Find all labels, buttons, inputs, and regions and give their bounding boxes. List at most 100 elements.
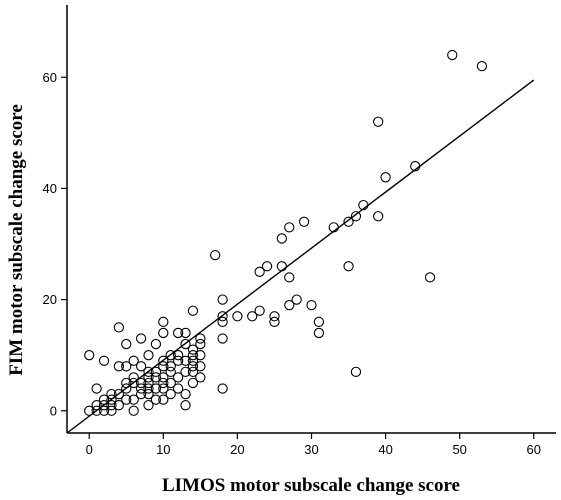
data-point: [172, 355, 184, 366]
x-tick-label: 0: [86, 442, 93, 457]
data-point: [195, 338, 206, 350]
data-point: [143, 366, 154, 378]
data-point: [135, 388, 147, 400]
data-points: [84, 49, 488, 416]
data-point: [269, 316, 280, 327]
data-point: [172, 383, 184, 394]
y-axis-title: FIM motor subscale change score: [6, 104, 27, 376]
y-tick-label: 0: [50, 403, 57, 418]
data-point: [128, 355, 139, 366]
data-point: [128, 394, 139, 405]
data-point: [172, 372, 184, 383]
data-point: [135, 333, 147, 344]
data-point: [165, 350, 176, 361]
data-point: [217, 333, 228, 344]
data-point: [165, 388, 176, 400]
data-point: [98, 355, 110, 366]
data-point: [91, 383, 102, 394]
data-point: [180, 338, 191, 350]
data-point: [172, 327, 184, 339]
data-point: [158, 377, 169, 389]
data-point: [187, 344, 199, 355]
data-point: [373, 211, 384, 222]
data-point: [276, 233, 288, 244]
y-tick-label: 60: [43, 70, 57, 85]
data-point: [195, 361, 206, 372]
data-point: [180, 388, 191, 400]
data-point: [313, 327, 325, 339]
data-point: [158, 355, 169, 366]
x-tick-label: 20: [230, 442, 244, 457]
data-point: [298, 216, 310, 227]
data-point: [98, 405, 110, 416]
x-tick-label: 30: [304, 442, 318, 457]
data-point: [98, 400, 110, 411]
data-point: [158, 372, 169, 383]
data-point: [113, 400, 125, 411]
data-point: [187, 377, 199, 389]
data-point: [135, 361, 147, 372]
data-point: [217, 311, 228, 322]
regression-line: [66, 79, 535, 434]
x-tick-label: 60: [527, 442, 541, 457]
data-point: [150, 394, 162, 405]
data-point: [187, 361, 199, 372]
data-point: [343, 261, 354, 272]
data-point: [424, 272, 436, 283]
data-point: [313, 316, 325, 327]
data-point: [165, 377, 176, 389]
data-point: [373, 116, 384, 127]
data-point: [150, 338, 162, 350]
data-point: [135, 377, 147, 389]
data-point: [113, 361, 125, 372]
data-point: [143, 400, 154, 411]
data-point: [180, 327, 191, 339]
data-point: [158, 383, 169, 394]
x-tick-label: 10: [156, 442, 170, 457]
data-point: [128, 405, 139, 416]
plot-area: 0 10 20 30 40 50 60 0 20 40 60: [43, 5, 556, 457]
data-point: [106, 405, 117, 416]
data-point: [187, 355, 199, 366]
x-tick-label: 50: [452, 442, 466, 457]
data-point: [143, 377, 154, 389]
data-point: [276, 261, 288, 272]
data-point: [187, 350, 199, 361]
data-point: [306, 300, 317, 311]
data-point: [180, 400, 191, 411]
data-point: [158, 361, 169, 372]
data-point: [232, 311, 243, 322]
data-point: [143, 372, 154, 383]
data-point: [158, 327, 169, 339]
data-point: [180, 355, 191, 366]
data-point: [128, 377, 139, 389]
data-point: [350, 366, 362, 378]
data-point: [180, 366, 191, 378]
y-ticks: 0 20 40 60: [43, 70, 67, 418]
data-point: [195, 350, 206, 361]
x-ticks: 0 10 20 30 40 50 60: [86, 433, 541, 457]
data-point: [121, 394, 132, 405]
data-point: [106, 400, 117, 411]
x-axis-title: LIMOS motor subscale change score: [162, 475, 460, 496]
data-point: [447, 49, 458, 61]
data-point: [165, 366, 176, 378]
data-point: [284, 300, 295, 311]
data-point: [135, 383, 147, 394]
data-point: [187, 305, 199, 316]
data-point: [113, 322, 125, 333]
data-point: [150, 372, 162, 383]
data-point: [343, 216, 354, 227]
data-point: [187, 366, 199, 378]
data-point: [121, 383, 132, 394]
data-point: [158, 394, 169, 405]
data-point: [217, 316, 228, 327]
data-point: [380, 172, 391, 183]
data-point: [269, 311, 280, 322]
data-point: [350, 211, 362, 222]
data-point: [291, 294, 302, 305]
data-point: [284, 222, 295, 233]
data-point: [150, 383, 162, 394]
data-point: [195, 333, 206, 344]
